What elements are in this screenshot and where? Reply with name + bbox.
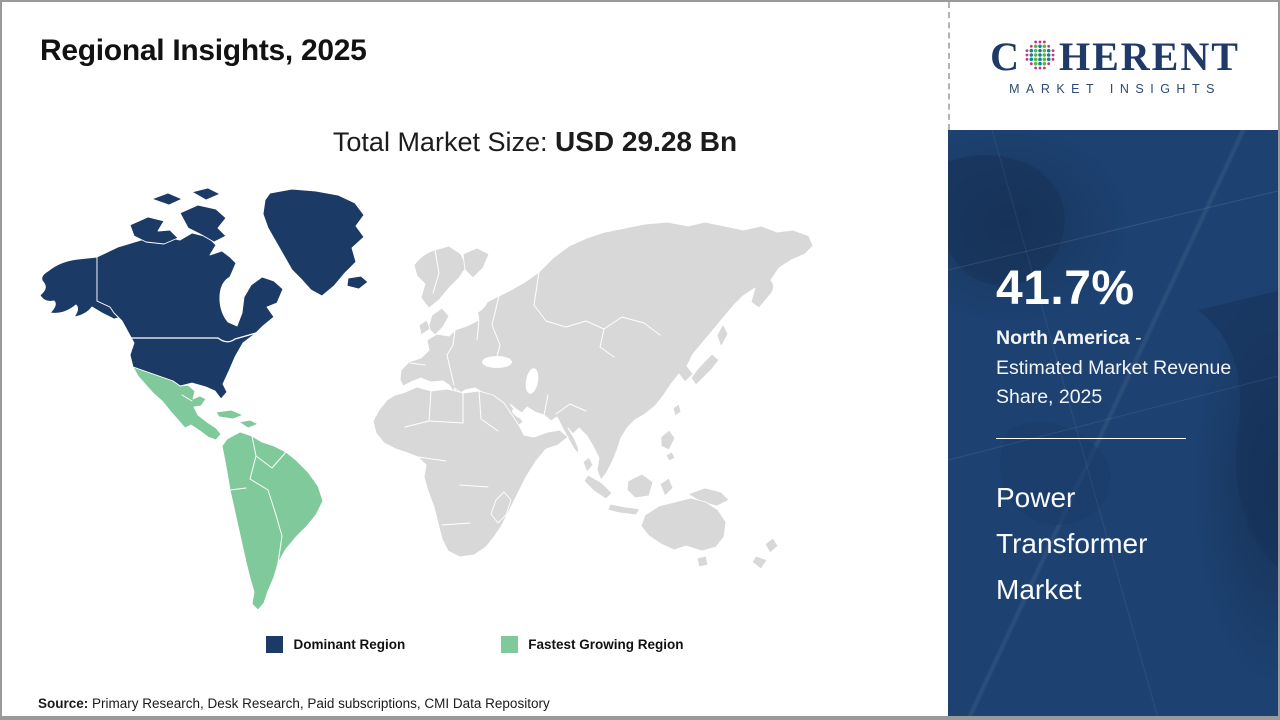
- region-north-america: [39, 187, 369, 400]
- brand-letter-c: C: [990, 33, 1021, 79]
- sidebar-map-texture: [948, 130, 1278, 716]
- total-market-size-label: Total Market Size:: [332, 127, 548, 157]
- dominant-region-label: Dominant Region: [293, 637, 406, 652]
- market-share-value: 41.7%: [996, 262, 1135, 315]
- legend-item-growing: Fastest Growing Region: [501, 636, 684, 653]
- sidebar-content: 41.7% North America - Estimated Market R…: [996, 262, 1232, 613]
- market-share-region: North America: [996, 327, 1130, 350]
- sidebar: 41.7% North America - Estimated Market R…: [948, 130, 1278, 716]
- map-legend: Dominant Region Fastest Growing Region: [2, 636, 948, 653]
- legend-item-dominant: Dominant Region: [266, 636, 405, 653]
- source-note: Source: Primary Research, Desk Research,…: [38, 696, 550, 711]
- region-latin-america: [132, 366, 324, 611]
- brand-letters-rest: HERENT: [1058, 33, 1240, 79]
- brand-area: C HER: [948, 2, 1278, 130]
- page-title: Regional Insights, 2025: [40, 34, 367, 67]
- source-text: Primary Research, Desk Research, Paid su…: [92, 696, 550, 711]
- fastest-growing-region-swatch: [501, 636, 519, 653]
- globe-icon: [1025, 40, 1055, 70]
- brand-logo: C HER: [990, 33, 1240, 79]
- market-share-caption: North America - Estimated Market Revenue…: [996, 324, 1232, 412]
- market-name: Power Transformer Market: [996, 482, 1148, 605]
- region-rest-of-world: [372, 221, 814, 570]
- market-share-caption-text: - Estimated Market Revenue Share, 2025: [996, 327, 1232, 408]
- world-map: [39, 187, 814, 611]
- total-market-size-value: USD 29.28 Bn: [555, 126, 738, 157]
- main-column: Regional Insights, 2025 Total Market Siz…: [2, 2, 948, 716]
- sidebar-divider: [996, 438, 1186, 440]
- fastest-growing-region-label: Fastest Growing Region: [528, 637, 684, 652]
- dominant-region-swatch: [266, 636, 284, 653]
- source-label: Source:: [38, 696, 89, 711]
- total-market-size: Total Market Size: USD 29.28 Bn: [2, 126, 948, 158]
- brand-tagline: MARKET INSIGHTS: [1009, 81, 1221, 96]
